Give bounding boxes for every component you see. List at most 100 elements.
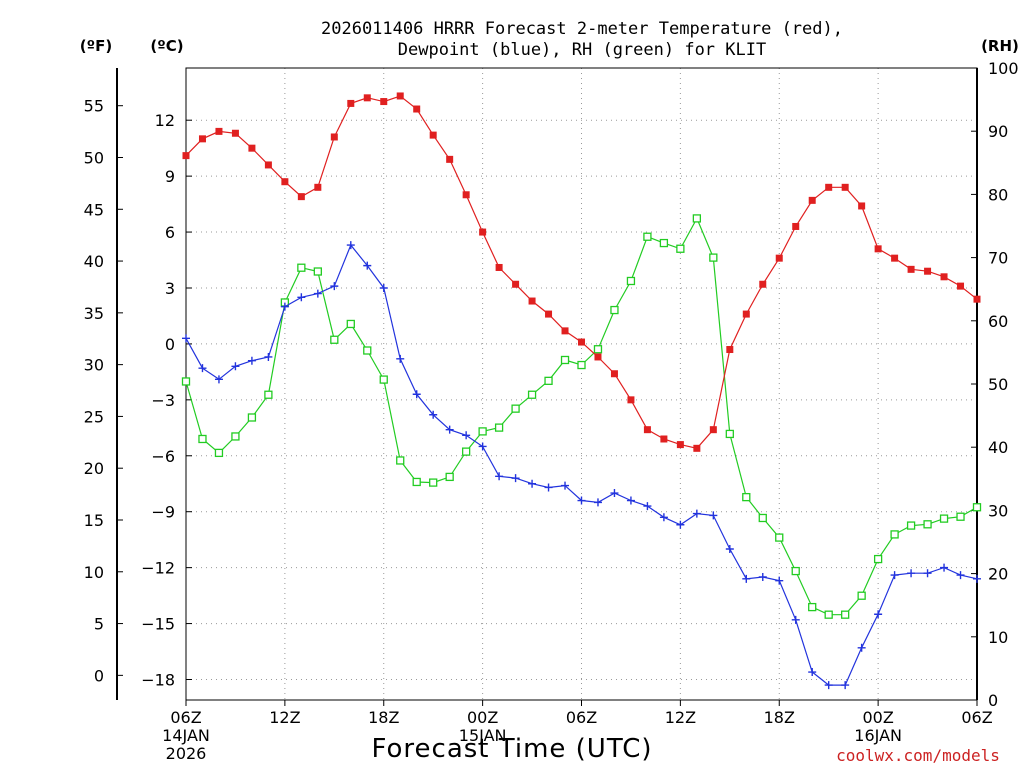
celsius-tick-label: −6 xyxy=(151,447,175,466)
rh-point xyxy=(379,375,388,384)
rh-point xyxy=(363,346,372,355)
temperature-point xyxy=(874,245,882,253)
rh-point xyxy=(412,477,421,487)
rh-point xyxy=(560,355,570,365)
dewpoint-point xyxy=(511,474,520,483)
celsius-tick-label: 9 xyxy=(165,167,175,186)
dewpoint-point xyxy=(643,502,652,511)
rh-point xyxy=(956,512,965,521)
x-tick-label: 18Z xyxy=(368,708,399,727)
temperature-point xyxy=(528,297,536,305)
dewpoint-point xyxy=(495,472,504,481)
dewpoint-point xyxy=(907,569,916,578)
fahrenheit-tick-label: 45 xyxy=(84,200,104,219)
temperature-point xyxy=(198,135,206,143)
temperature-point xyxy=(891,254,899,262)
temperature-point xyxy=(841,183,849,191)
rh-point xyxy=(972,503,982,512)
celsius-tick-label: −12 xyxy=(141,559,175,578)
temperature-point xyxy=(380,98,388,106)
rh-tick-label: 30 xyxy=(988,501,1008,520)
rh-unit-label: (RH) xyxy=(981,37,1019,55)
temperature-point xyxy=(907,265,915,273)
rh-point xyxy=(346,319,355,329)
temperature-point xyxy=(446,155,454,163)
rh-point xyxy=(231,432,240,441)
x-axis-title: Forecast Time (UTC) xyxy=(371,734,652,764)
celsius-tick-label: −9 xyxy=(151,503,175,522)
temperature-point xyxy=(726,346,734,354)
fahrenheit-tick-label: 20 xyxy=(84,459,104,478)
temperature-point xyxy=(462,191,470,199)
temperature-point xyxy=(940,273,948,281)
rh-point xyxy=(791,566,800,576)
fahrenheit-tick-label: 15 xyxy=(84,511,104,530)
temperature-point xyxy=(545,310,553,318)
temperature-point xyxy=(182,152,190,160)
temperature-point xyxy=(643,426,651,434)
x-tick-label: 18Z xyxy=(764,708,795,727)
dewpoint-series-line xyxy=(185,243,978,686)
rh-point xyxy=(692,214,702,223)
rh-tick-label: 40 xyxy=(988,438,1008,457)
temperature-point xyxy=(347,99,355,107)
temperature-point xyxy=(742,310,750,318)
rh-point xyxy=(939,514,949,523)
fahrenheit-tick-label: 25 xyxy=(84,407,104,426)
dewpoint-point xyxy=(692,509,701,518)
rh-point xyxy=(725,429,734,439)
rh-tick-label: 90 xyxy=(988,122,1008,141)
temperature-point xyxy=(610,370,618,378)
rh-point xyxy=(544,376,553,385)
fahrenheit-tick-label: 40 xyxy=(84,252,104,271)
temperature-point xyxy=(413,105,421,113)
rh-point xyxy=(890,530,899,539)
chart-title-line-1: 2026011406 HRRR Forecast 2-meter Tempera… xyxy=(321,19,843,39)
source-credit: coolwx.com/models xyxy=(836,746,1000,765)
dewpoint-point xyxy=(231,362,240,371)
dewpoint-point xyxy=(758,572,767,581)
rh-tick-label: 70 xyxy=(988,249,1008,268)
rh-point xyxy=(214,448,224,458)
dewpoint-point xyxy=(593,498,602,507)
rh-point xyxy=(264,390,273,399)
rh-point xyxy=(511,404,520,413)
rh-point xyxy=(643,232,652,241)
dewpoint-point xyxy=(874,610,883,619)
dewpoint-point xyxy=(857,643,866,652)
dewpoint-point xyxy=(280,302,289,311)
dewpoint-point xyxy=(330,282,339,291)
x-date-label: 14JAN xyxy=(162,726,210,745)
x-year-label: 2026 xyxy=(166,744,207,763)
dewpoint-point xyxy=(775,576,784,585)
x-tick-label: 00Z xyxy=(862,708,893,727)
dewpoint-point xyxy=(577,496,586,505)
temperature-point xyxy=(825,183,833,191)
rh-point xyxy=(923,520,932,529)
temperature-point xyxy=(808,196,816,204)
fahrenheit-tick-label: 50 xyxy=(84,148,104,167)
temperature-point xyxy=(775,254,783,262)
dewpoint-point xyxy=(363,261,372,270)
fahrenheit-tick-label: 0 xyxy=(94,666,104,685)
dewpoint-point xyxy=(626,496,635,505)
temperature-point xyxy=(709,426,717,434)
temperature-point xyxy=(627,396,635,404)
rh-point xyxy=(494,423,504,432)
rh-tick-label: 50 xyxy=(988,375,1008,394)
fahrenheit-tick-label: 30 xyxy=(84,356,104,375)
rh-point xyxy=(198,434,207,444)
x-tick-label: 06Z xyxy=(566,708,597,727)
dewpoint-point xyxy=(561,481,570,490)
dewpoint-point xyxy=(429,410,438,419)
x-tick-label: 00Z xyxy=(467,708,498,727)
dewpoint-point xyxy=(676,520,685,529)
temperature-point xyxy=(578,338,585,346)
x-tick-label: 12Z xyxy=(269,708,300,727)
temperature-point xyxy=(264,161,272,169)
temperature-point xyxy=(215,127,223,135)
rh-point xyxy=(824,610,833,619)
temperature-point xyxy=(363,94,371,102)
chart-title-line-2: Dewpoint (blue), RH (green) for KLIT xyxy=(398,40,766,60)
rh-point xyxy=(527,390,537,399)
